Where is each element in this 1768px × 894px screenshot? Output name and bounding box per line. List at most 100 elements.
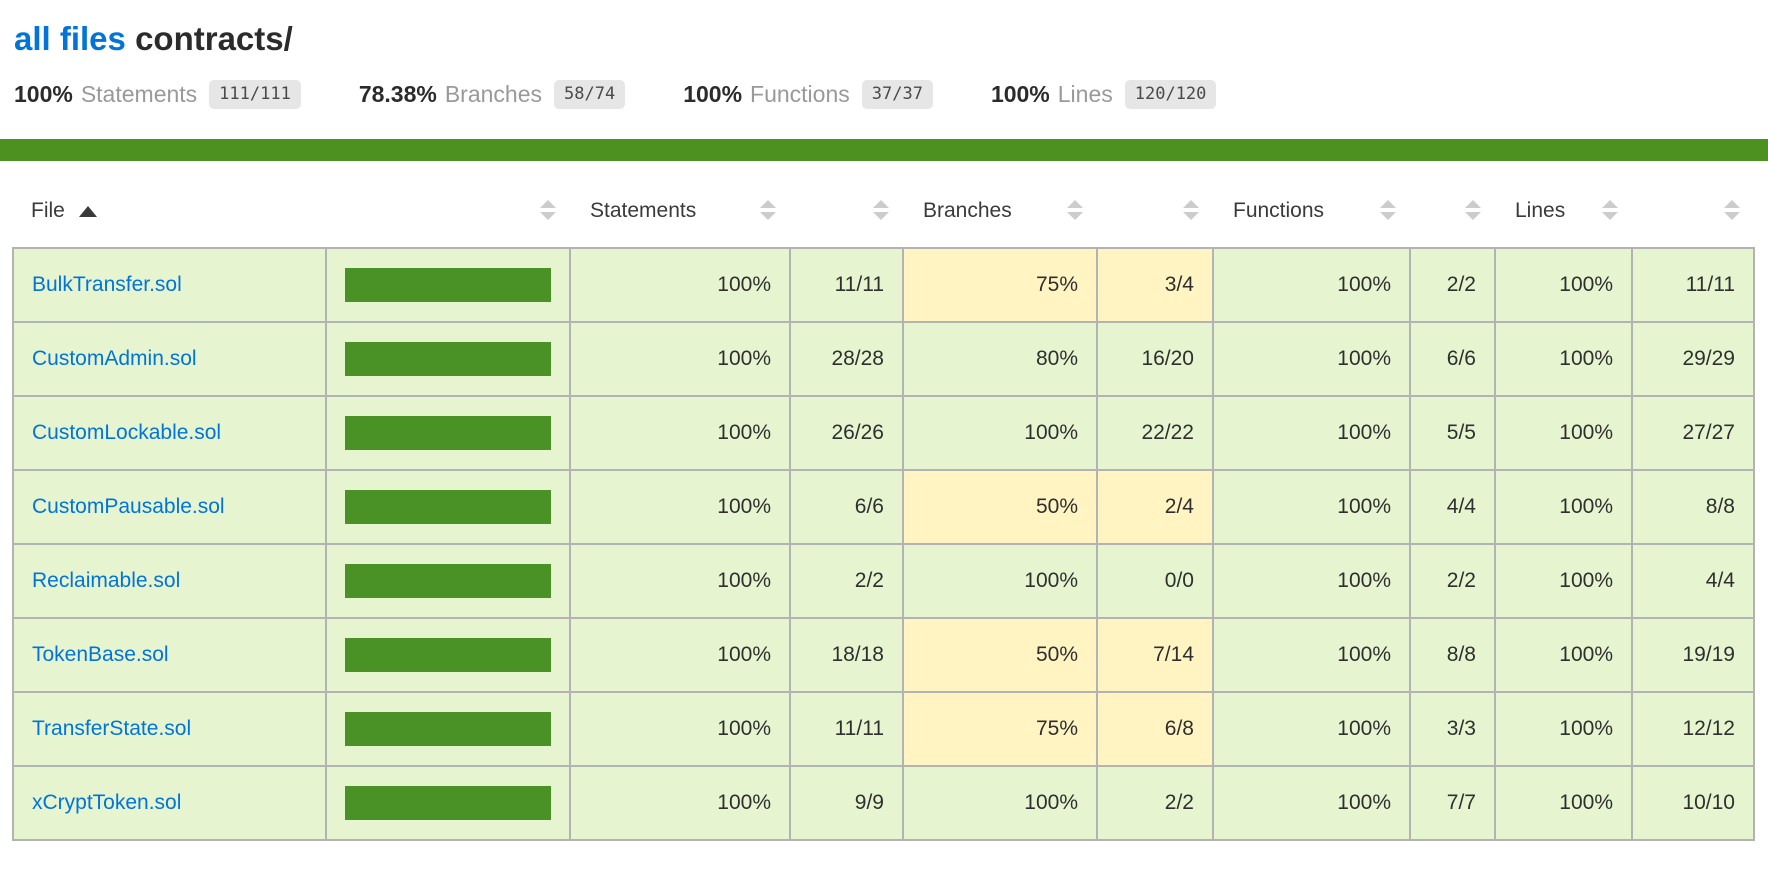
coverage-bar-fill (345, 416, 551, 450)
branches-header-label: Branches (923, 199, 1012, 222)
branches-pct-cell: 100% (902, 543, 1098, 619)
functions-pct-cell: 100% (1212, 617, 1411, 693)
sorter-icon[interactable] (1602, 200, 1618, 220)
functions-pct-cell: 100% (1212, 543, 1411, 619)
summary-branches: 78.38% Branches 58/74 (358, 80, 626, 109)
lines-pct-cell: 100% (1494, 691, 1633, 767)
lines-pct-cell: 100% (1494, 617, 1633, 693)
statements-header-label: Statements (590, 199, 697, 222)
table-row: BulkTransfer.sol 100% 11/11 75% 3/4 100% 2/2 10… (12, 247, 1755, 323)
sorter-icon[interactable] (540, 200, 556, 220)
page-title: all files contracts/ (14, 20, 1754, 58)
coverage-table-container: File Statements Branches (0, 161, 1768, 841)
column-header-functions[interactable]: Functions (1213, 173, 1410, 248)
statements-pct-cell: 100% (569, 321, 791, 397)
table-row: TokenBase.sol 100% 18/18 50% 7/14 100% 8/8 100%… (12, 617, 1755, 693)
statements-raw-cell: 9/9 (789, 765, 904, 841)
lines-fraction-badge: 120/120 (1124, 80, 1217, 109)
statements-pct-cell: 100% (569, 469, 791, 545)
coverage-bar-fill (345, 786, 551, 820)
column-header-lines-raw[interactable] (1632, 173, 1754, 248)
table-header-row: File Statements Branches (13, 173, 1754, 248)
breadcrumb-current-path: contracts/ (135, 20, 293, 57)
branches-pct-cell: 50% (902, 469, 1098, 545)
statements-raw-cell: 18/18 (789, 617, 904, 693)
file-link[interactable]: TransferState.sol (32, 717, 192, 740)
statements-raw-cell: 26/26 (789, 395, 904, 471)
file-link[interactable]: xCryptToken.sol (32, 791, 182, 814)
table-row: CustomLockable.sol 100% 26/26 100% 22/22 100%… (12, 395, 1755, 471)
column-header-branches-raw[interactable] (1097, 173, 1213, 248)
file-link[interactable]: BulkTransfer.sol (32, 273, 182, 296)
file-cell: CustomPausable.sol (12, 469, 327, 545)
lines-raw-cell: 12/12 (1631, 691, 1755, 767)
functions-raw-cell: 6/6 (1409, 321, 1496, 397)
file-link[interactable]: CustomPausable.sol (32, 495, 225, 518)
lines-header-label: Lines (1515, 199, 1566, 222)
lines-raw-cell: 27/27 (1631, 395, 1755, 471)
file-link[interactable]: TokenBase.sol (32, 643, 169, 666)
column-header-pic[interactable] (326, 173, 570, 248)
functions-pct-cell: 100% (1212, 765, 1411, 841)
table-row: xCryptToken.sol 100% 9/9 100% 2/2 100% 7/7 100%… (12, 765, 1755, 841)
sorter-icon[interactable] (873, 200, 889, 220)
sorter-icon[interactable] (760, 200, 776, 220)
sorter-icon[interactable] (1465, 200, 1481, 220)
coverage-bar-chart (345, 712, 551, 746)
column-header-lines[interactable]: Lines (1495, 173, 1632, 248)
file-link[interactable]: Reclaimable.sol (32, 569, 181, 592)
functions-raw-cell: 7/7 (1409, 765, 1496, 841)
column-header-functions-raw[interactable] (1410, 173, 1495, 248)
coverage-bar-fill (345, 638, 551, 672)
file-cell: TokenBase.sol (12, 617, 327, 693)
column-header-statements[interactable]: Statements (570, 173, 790, 248)
file-cell: CustomAdmin.sol (12, 321, 327, 397)
branches-raw-cell: 7/14 (1096, 617, 1214, 693)
coverage-bar-fill (345, 490, 551, 524)
coverage-bar-cell (325, 469, 571, 545)
branches-pct-cell: 100% (902, 395, 1098, 471)
coverage-bar-chart (345, 342, 551, 376)
column-header-branches[interactable]: Branches (903, 173, 1097, 248)
table-row: CustomPausable.sol 100% 6/6 50% 2/4 100% 4/4 10… (12, 469, 1755, 545)
table-row: Reclaimable.sol 100% 2/2 100% 0/0 100% 2/2 100%… (12, 543, 1755, 619)
statements-label: Statements (80, 81, 198, 107)
coverage-bar-cell (325, 543, 571, 619)
branches-pct-cell: 80% (902, 321, 1098, 397)
coverage-bar-chart (345, 490, 551, 524)
statements-pct-cell: 100% (569, 247, 791, 323)
statements-fraction-badge: 111/111 (209, 80, 301, 109)
file-link[interactable]: CustomLockable.sol (32, 421, 222, 444)
statements-raw-cell: 11/11 (789, 247, 904, 323)
statements-pct-cell: 100% (569, 543, 791, 619)
file-link[interactable]: CustomAdmin.sol (32, 347, 197, 370)
report-header: all files contracts/ 100% Statements 111… (0, 0, 1768, 113)
statements-pct-cell: 100% (569, 691, 791, 767)
branches-percentage: 78.38% (358, 81, 437, 107)
sorter-icon[interactable] (1067, 200, 1083, 220)
coverage-summary-table: File Statements Branches (12, 173, 1755, 841)
coverage-bar-fill (345, 342, 551, 376)
sorter-icon[interactable] (1724, 200, 1740, 220)
column-header-file[interactable]: File (13, 173, 326, 248)
column-header-statements-raw[interactable] (790, 173, 903, 248)
file-cell: Reclaimable.sol (12, 543, 327, 619)
coverage-bar-cell (325, 691, 571, 767)
statements-pct-cell: 100% (569, 395, 791, 471)
sorter-icon[interactable] (1183, 200, 1199, 220)
functions-raw-cell: 2/2 (1409, 543, 1496, 619)
breadcrumb-all-files-link[interactable]: all files (14, 20, 126, 57)
statements-raw-cell: 2/2 (789, 543, 904, 619)
functions-header-label: Functions (1233, 199, 1325, 222)
lines-label: Lines (1057, 81, 1113, 107)
coverage-summary-stats: 100% Statements 111/111 78.38% Branches … (14, 74, 1754, 113)
lines-pct-cell: 100% (1494, 247, 1633, 323)
sorter-icon[interactable] (1380, 200, 1396, 220)
statements-raw-cell: 11/11 (789, 691, 904, 767)
coverage-status-line (0, 139, 1768, 161)
functions-raw-cell: 8/8 (1409, 617, 1496, 693)
statements-percentage: 100% (14, 81, 73, 107)
coverage-table-body: BulkTransfer.sol 100% 11/11 75% 3/4 100% 2/2 10… (12, 247, 1755, 841)
coverage-bar-cell (325, 617, 571, 693)
summary-statements: 100% Statements 111/111 (14, 80, 301, 109)
